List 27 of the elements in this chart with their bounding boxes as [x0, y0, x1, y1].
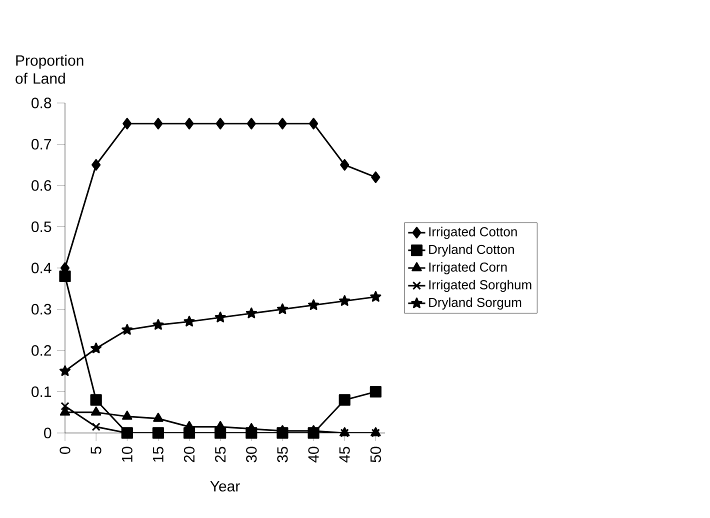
y-tick-label: 0.6: [32, 180, 52, 191]
legend-label: Irrigated Sorghum: [429, 280, 532, 292]
legend-label: Dryland Sorgum: [429, 297, 522, 310]
x-tick-label: 25: [215, 446, 226, 462]
x-tick-label: 0: [60, 446, 70, 454]
x-tick-label: 10: [122, 446, 132, 462]
y-tick-label: 0.5: [32, 221, 52, 232]
x-tick-label: 35: [277, 446, 288, 462]
x-tick-label: 5: [90, 446, 102, 454]
x-tick-label: 50: [370, 446, 381, 462]
x-tick-label: 45: [339, 446, 350, 463]
x-tick-label: 30: [246, 446, 257, 462]
y-axis-title: Proportion of Land: [16, 54, 84, 84]
x-axis-title: Year: [210, 481, 240, 492]
legend-label: Irrigated Corn: [429, 262, 507, 274]
x-tick-label: 20: [184, 446, 195, 462]
y-tick-label: 0.3: [32, 304, 52, 315]
y-tick-label: 0.1: [32, 386, 52, 398]
y-tick-label: 0.4: [32, 262, 52, 274]
y-tick-label: 0.8: [32, 98, 52, 108]
y-tick-label: 0.2: [32, 345, 52, 356]
legend-label: Irrigated Cotton: [429, 226, 517, 239]
legend-label: Dryland Cotton: [429, 244, 514, 257]
x-tick-label: 40: [308, 446, 319, 463]
x-tick-label: 15: [152, 446, 164, 462]
y-tick-label: 0.7: [32, 138, 52, 150]
y-tick-label: 0: [44, 428, 52, 438]
